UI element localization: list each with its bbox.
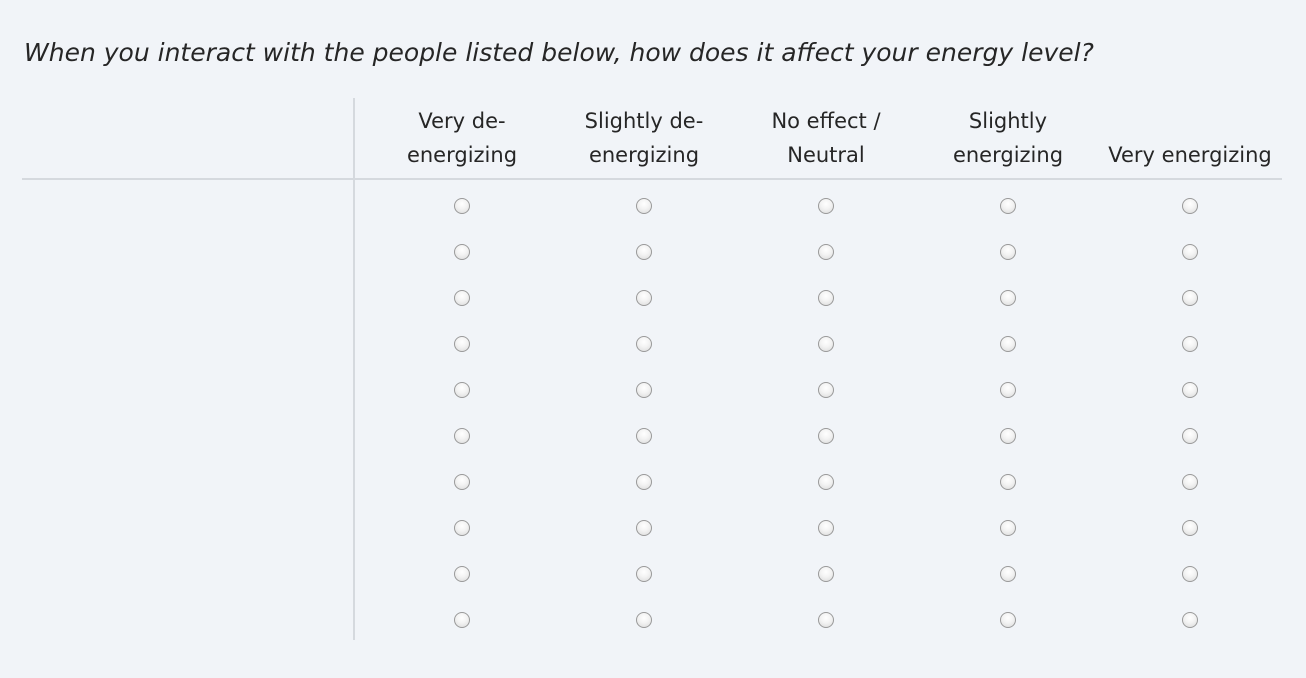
column-header-no-effect-neutral: No effect / Neutral xyxy=(735,98,917,178)
radio-row-4-slightly-de-energizing[interactable] xyxy=(636,336,652,352)
radio-row-6-very-de-energizing[interactable] xyxy=(454,428,470,444)
radio-row-8-very-energizing[interactable] xyxy=(1182,520,1198,536)
question-text: When you interact with the people listed… xyxy=(24,38,1094,67)
radio-row-3-no-effect-neutral[interactable] xyxy=(818,290,834,306)
column-header-label: No effect / Neutral xyxy=(771,109,881,167)
column-header-label: Slightly de-energizing xyxy=(584,109,704,167)
radio-row-10-slightly-de-energizing[interactable] xyxy=(636,612,652,628)
radio-row-2-very-energizing[interactable] xyxy=(1182,244,1198,260)
radio-row-5-very-energizing[interactable] xyxy=(1182,382,1198,398)
radio-row-6-no-effect-neutral[interactable] xyxy=(818,428,834,444)
row-label-column xyxy=(22,98,355,640)
column-header-label: Slightly energizing xyxy=(952,109,1064,167)
radio-row-9-no-effect-neutral[interactable] xyxy=(818,566,834,582)
radio-row-3-slightly-de-energizing[interactable] xyxy=(636,290,652,306)
radio-row-9-slightly-energizing[interactable] xyxy=(1000,566,1016,582)
likert-matrix: Very de-energizing Slightly de-energizin… xyxy=(22,98,1282,640)
column-header-slightly-energizing: Slightly energizing xyxy=(917,98,1099,178)
radio-row-1-slightly-energizing[interactable] xyxy=(1000,198,1016,214)
radio-row-2-no-effect-neutral[interactable] xyxy=(818,244,834,260)
radio-row-2-very-de-energizing[interactable] xyxy=(454,244,470,260)
radio-row-1-slightly-de-energizing[interactable] xyxy=(636,198,652,214)
column-header-slightly-de-energizing: Slightly de-energizing xyxy=(553,98,735,178)
radio-row-8-no-effect-neutral[interactable] xyxy=(818,520,834,536)
radio-row-1-very-de-energizing[interactable] xyxy=(454,198,470,214)
radio-row-7-slightly-de-energizing[interactable] xyxy=(636,474,652,490)
radio-row-4-very-energizing[interactable] xyxy=(1182,336,1198,352)
radio-row-4-slightly-energizing[interactable] xyxy=(1000,336,1016,352)
radio-row-7-very-energizing[interactable] xyxy=(1182,474,1198,490)
radio-row-1-no-effect-neutral[interactable] xyxy=(818,198,834,214)
radio-row-5-slightly-energizing[interactable] xyxy=(1000,382,1016,398)
radio-row-7-no-effect-neutral[interactable] xyxy=(818,474,834,490)
radio-row-6-very-energizing[interactable] xyxy=(1182,428,1198,444)
radio-row-9-slightly-de-energizing[interactable] xyxy=(636,566,652,582)
radio-row-6-slightly-energizing[interactable] xyxy=(1000,428,1016,444)
radio-row-8-slightly-de-energizing[interactable] xyxy=(636,520,652,536)
radio-row-3-very-energizing[interactable] xyxy=(1182,290,1198,306)
radio-row-4-very-de-energizing[interactable] xyxy=(454,336,470,352)
radio-row-3-very-de-energizing[interactable] xyxy=(454,290,470,306)
column-header-label: Very energizing xyxy=(1108,143,1272,167)
radio-row-9-very-de-energizing[interactable] xyxy=(454,566,470,582)
radio-row-9-very-energizing[interactable] xyxy=(1182,566,1198,582)
radio-row-5-very-de-energizing[interactable] xyxy=(454,382,470,398)
radio-row-6-slightly-de-energizing[interactable] xyxy=(636,428,652,444)
radio-row-1-very-energizing[interactable] xyxy=(1182,198,1198,214)
radio-row-10-no-effect-neutral[interactable] xyxy=(818,612,834,628)
column-header-very-energizing: Very energizing xyxy=(1099,98,1281,178)
radio-row-8-very-de-energizing[interactable] xyxy=(454,520,470,536)
radio-row-4-no-effect-neutral[interactable] xyxy=(818,336,834,352)
radio-row-10-very-de-energizing[interactable] xyxy=(454,612,470,628)
radio-row-10-very-energizing[interactable] xyxy=(1182,612,1198,628)
radio-row-7-very-de-energizing[interactable] xyxy=(454,474,470,490)
radio-row-10-slightly-energizing[interactable] xyxy=(1000,612,1016,628)
radio-row-2-slightly-energizing[interactable] xyxy=(1000,244,1016,260)
radio-row-5-no-effect-neutral[interactable] xyxy=(818,382,834,398)
column-header-label: Very de-energizing xyxy=(406,109,518,167)
radio-row-2-slightly-de-energizing[interactable] xyxy=(636,244,652,260)
header-divider xyxy=(22,178,1282,180)
column-header-very-de-energizing: Very de-energizing xyxy=(371,98,553,178)
radio-row-7-slightly-energizing[interactable] xyxy=(1000,474,1016,490)
radio-row-3-slightly-energizing[interactable] xyxy=(1000,290,1016,306)
radio-row-8-slightly-energizing[interactable] xyxy=(1000,520,1016,536)
radio-row-5-slightly-de-energizing[interactable] xyxy=(636,382,652,398)
